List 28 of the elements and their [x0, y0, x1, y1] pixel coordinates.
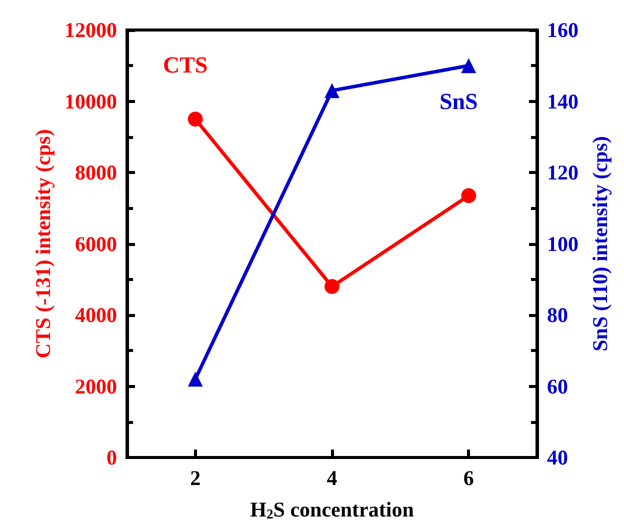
y2-tick-label: 120 [547, 160, 578, 185]
x-axis-title: H2S concentration [250, 497, 414, 522]
x-tick-label: 6 [463, 466, 474, 490]
point [324, 279, 340, 294]
y-tick-label: 10000 [64, 89, 117, 114]
x-tick-label: 4 [326, 466, 338, 490]
y2-tick-label: 100 [547, 232, 578, 256]
y2-tick-label: 40 [547, 446, 568, 470]
y-tick-label: 2000 [75, 374, 117, 398]
y-tick-label: 6000 [75, 232, 117, 256]
point [461, 188, 476, 204]
point [188, 372, 203, 387]
y-axis-title: CTS (-131) intensity (cps) [31, 129, 56, 358]
y2-axis-title: SnS (110) intensity (cps) [588, 136, 612, 352]
y2-tick-label: 140 [547, 89, 578, 114]
point [461, 58, 476, 74]
series-label: SnS [439, 89, 478, 114]
y-tick-label: 8000 [75, 160, 117, 185]
y-tick-label: 4000 [75, 303, 117, 328]
series-label: CTS [162, 52, 208, 78]
y2-tick-label: 60 [547, 374, 568, 398]
y2-tick-label: 80 [547, 303, 568, 328]
point [324, 83, 340, 98]
y-tick-label: 12000 [64, 18, 117, 42]
y2-tick-label: 160 [547, 18, 578, 42]
y-tick-label: 0 [106, 446, 117, 470]
x-tick-label: 2 [190, 466, 201, 490]
point [188, 112, 203, 127]
